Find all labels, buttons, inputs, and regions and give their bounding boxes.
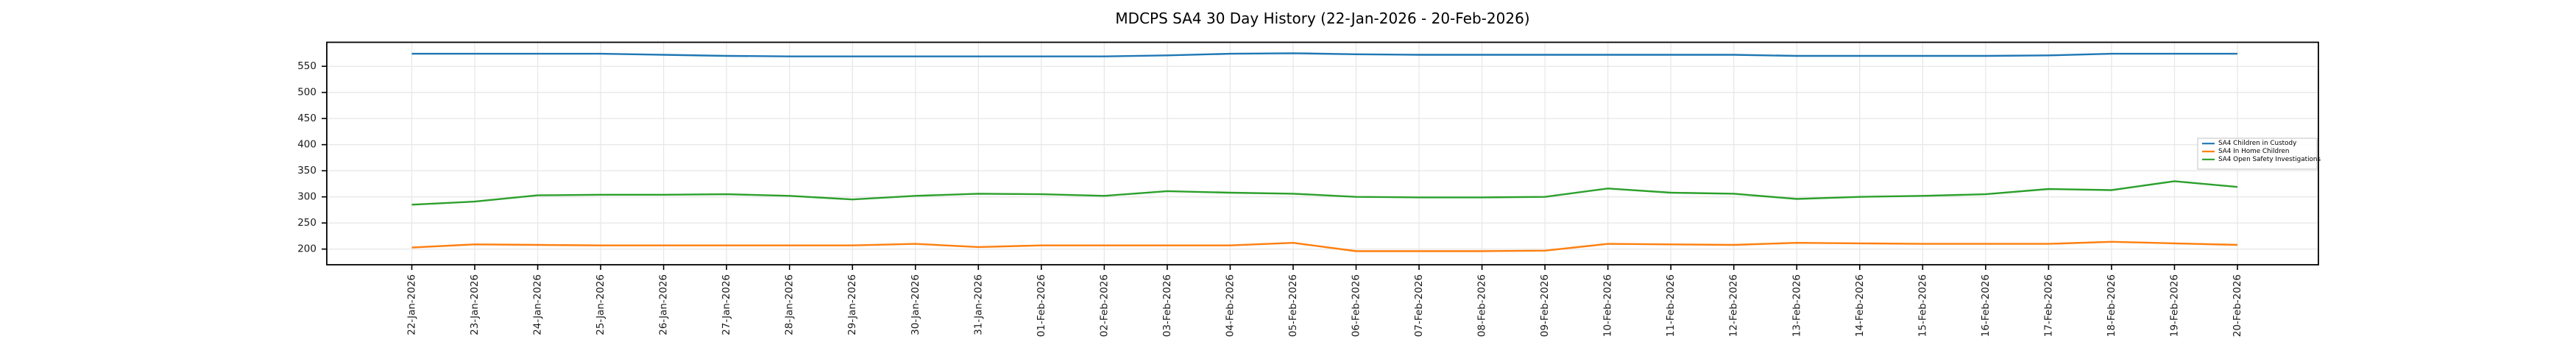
y-tick-label: 450 [297,113,316,124]
x-tick-label: 22-Jan-2026 [406,274,418,335]
x-tick-label: 13-Feb-2026 [1791,274,1802,337]
x-tick-label: 05-Feb-2026 [1287,274,1299,337]
x-tick-label: 23-Jan-2026 [469,274,481,335]
legend-label: SA4 In Home Children [2218,148,2290,155]
x-tick-label: 31-Jan-2026 [972,274,984,335]
x-tick-label: 19-Feb-2026 [2168,274,2180,337]
x-tick-label: 09-Feb-2026 [1539,274,1551,337]
legend-label: SA4 Children in Custody [2218,140,2296,147]
y-tick-label: 550 [297,60,316,72]
x-tick-label: 16-Feb-2026 [1980,274,1992,337]
x-tick-label: 20-Feb-2026 [2232,274,2243,337]
x-tick-label: 29-Jan-2026 [846,274,858,335]
x-tick-label: 27-Jan-2026 [721,274,732,335]
y-tick-label: 350 [297,165,316,176]
x-tick-label: 03-Feb-2026 [1161,274,1173,337]
x-tick-label: 15-Feb-2026 [1917,274,1928,337]
x-tick-label: 08-Feb-2026 [1476,274,1488,337]
series-line [411,52,2237,57]
y-tick-label: 200 [297,243,316,255]
x-tick-label: 06-Feb-2026 [1351,274,1362,337]
y-tick-label: 500 [297,87,316,99]
series-line [411,240,2238,252]
x-tick-label: 28-Jan-2026 [784,274,796,335]
x-tick-label: 14-Feb-2026 [1854,274,1866,337]
x-tick-label: 17-Feb-2026 [2042,274,2054,337]
y-tick-label: 300 [297,191,316,203]
y-tick-label: 250 [297,217,316,229]
x-tick-label: 07-Feb-2026 [1413,274,1425,337]
x-tick-label: 30-Jan-2026 [910,274,921,335]
legend-box [2197,138,2318,170]
x-tick-label: 10-Feb-2026 [1602,274,1614,337]
x-tick-label: 04-Feb-2026 [1224,274,1236,337]
x-tick-label: 26-Jan-2026 [658,274,670,335]
axes-spines [326,41,2319,265]
x-tick-label: 02-Feb-2026 [1098,274,1110,337]
x-tick-label: 25-Jan-2026 [595,274,606,335]
x-tick-label: 24-Jan-2026 [532,274,544,335]
x-tick-label: 11-Feb-2026 [1665,274,1677,337]
x-tick-label: 01-Feb-2026 [1036,274,1047,337]
chart-title: MDCPS SA4 30 Day History (22-Jan-2026 - … [1115,10,1530,27]
legend-label: SA4 Open Safety Investigations [2218,156,2321,163]
series-line [411,180,2238,206]
x-tick-label: 18-Feb-2026 [2106,274,2117,337]
y-tick-label: 400 [297,139,316,151]
x-tick-label: 12-Feb-2026 [1728,274,1740,337]
